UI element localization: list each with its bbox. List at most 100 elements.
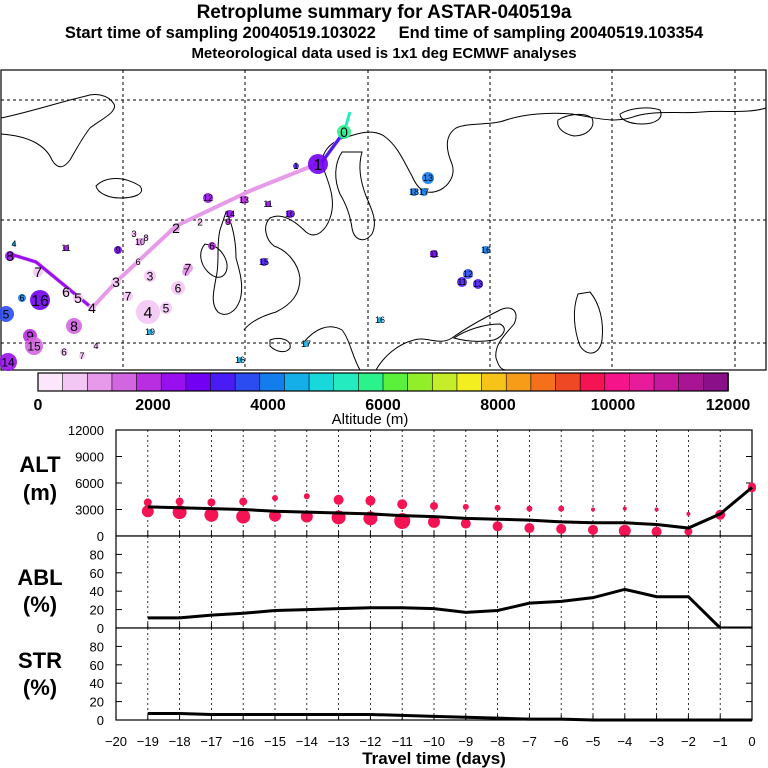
plume-cluster-marker xyxy=(240,196,248,204)
plume-day-label: 4 xyxy=(144,305,153,322)
colorbar-segment xyxy=(259,372,286,392)
plume-day-label: 1 xyxy=(314,157,323,174)
plume-cluster-marker xyxy=(79,353,85,359)
plume-cluster-marker xyxy=(197,219,203,225)
colorbar-segment xyxy=(358,372,384,392)
plume-cluster-marker xyxy=(63,245,69,251)
plume-day-label: 8 xyxy=(6,248,14,264)
cluster-point-upper xyxy=(175,497,184,506)
x-tick-label: −15 xyxy=(264,734,286,749)
plume-day-label: 6 xyxy=(19,293,24,303)
plume-day-label: 14 xyxy=(225,209,235,219)
plume-day-label: 13 xyxy=(423,173,433,183)
plume-day-label: 16 xyxy=(31,293,49,310)
colorbar-segment xyxy=(308,372,335,392)
plume-cluster-marker xyxy=(60,348,68,356)
cluster-point-lower xyxy=(684,527,693,536)
x-tick-label: −2 xyxy=(681,734,696,749)
panel-label: ABL xyxy=(17,565,62,590)
plume-cluster-marker xyxy=(136,300,160,324)
plume-cluster-marker xyxy=(73,293,83,303)
colorbar-segment xyxy=(703,372,729,392)
colorbar-segment xyxy=(111,372,138,392)
plume-cluster-marker xyxy=(25,337,43,355)
plume-cluster-marker xyxy=(463,269,473,279)
panel-label: ALT xyxy=(19,452,61,477)
plume-day-label: 3 xyxy=(131,229,136,239)
plume-day-label: 16 xyxy=(235,355,245,365)
met-data-line: Meteorological data used is 1x1 deg ECMW… xyxy=(191,45,577,62)
colorbar-tick-label: 6000 xyxy=(365,397,401,414)
cluster-point-lower xyxy=(204,507,219,522)
median-altitude-line xyxy=(147,486,753,530)
plume-day-label: 18 xyxy=(409,187,419,197)
cluster-point-upper xyxy=(239,497,248,506)
x-tick-label: −4 xyxy=(617,734,632,749)
plume-day-label: 9 xyxy=(26,328,34,344)
plume-day-label: 4 xyxy=(11,239,16,249)
plume-cluster-marker xyxy=(131,231,137,237)
plume-cluster-marker xyxy=(303,341,309,347)
time-series-panels: 030006000900012000ALT(m)020406080ABL(%)0… xyxy=(17,423,756,749)
plume-cluster-marker xyxy=(225,219,231,225)
plume-day-label: 6 xyxy=(61,348,67,359)
cluster-point-upper xyxy=(622,506,627,511)
y-tick-label: 60 xyxy=(90,658,104,673)
plume-cluster-marker xyxy=(337,125,351,139)
cluster-point-lower xyxy=(556,523,567,534)
cluster-point-upper xyxy=(333,494,344,505)
colorbar-tick-label: 8000 xyxy=(480,397,516,414)
colorbar-segment xyxy=(185,372,212,392)
cluster-point-lower xyxy=(618,524,631,537)
panel-alt: 0 3000 6000 9000 12000 ALT (m) xyxy=(19,423,756,544)
plume-cluster-marker xyxy=(66,318,82,334)
y-tick-label: 60 xyxy=(90,566,104,581)
cluster-point-upper xyxy=(430,501,438,510)
plume-cluster-marker xyxy=(114,246,122,254)
cluster-point-upper xyxy=(558,505,565,512)
plume-day-label: 6 xyxy=(209,242,215,253)
plume-cluster-marker xyxy=(308,154,328,174)
plume-cluster-marker xyxy=(111,277,121,287)
plume-cluster-marker xyxy=(0,306,14,322)
abl-fraction-line xyxy=(147,587,752,630)
x-tick-label: −12 xyxy=(359,734,381,749)
colorbar-segment xyxy=(653,372,680,392)
colorbar-tick-label: 12000 xyxy=(706,397,751,414)
x-tick-label: −7 xyxy=(522,734,537,749)
plume-cluster-marker xyxy=(260,258,268,266)
plume-cluster-marker xyxy=(18,294,26,302)
sampling-time-line: Start time of sampling 20040519.103022 E… xyxy=(64,24,704,42)
plume-cluster-marker xyxy=(144,270,156,282)
plume-cluster-marker xyxy=(482,246,490,254)
plume-cluster-marker xyxy=(0,353,17,371)
plume-cluster-marker xyxy=(265,201,271,207)
plume-day-label: 6 xyxy=(135,257,140,267)
plume-cluster-marker xyxy=(237,357,243,363)
plume-day-label: 2 xyxy=(172,220,180,236)
plume-day-label: 5 xyxy=(74,290,82,306)
plume-day-label: 9 xyxy=(225,217,230,227)
plume-day-label: 10 xyxy=(135,237,145,247)
plume-day-label: 0 xyxy=(340,124,348,140)
plume-day-label: 13 xyxy=(473,279,483,289)
plume-day-label: 8 xyxy=(143,233,148,243)
x-tick-label: −13 xyxy=(328,734,350,749)
x-tick-label: −14 xyxy=(296,734,318,749)
colorbar-segment xyxy=(333,372,360,392)
plume-day-label: 5 xyxy=(163,301,170,315)
plume-day-label: 9 xyxy=(115,245,120,255)
x-tick-label: −18 xyxy=(169,734,191,749)
plume-cluster-marker xyxy=(430,250,438,258)
plume-cluster-marker xyxy=(286,210,294,218)
plume-cluster-marker xyxy=(135,259,141,265)
plume-day-label: 3 xyxy=(112,274,120,290)
x-tick-label: −5 xyxy=(586,734,601,749)
plume-day-label: 10 xyxy=(285,209,295,219)
x-axis-label: Travel time (days) xyxy=(362,749,506,768)
colorbar-tick-label: 2000 xyxy=(135,397,171,414)
plume-cluster-marker xyxy=(147,329,153,335)
plume-day-label: 7 xyxy=(183,268,189,279)
str-fraction-line xyxy=(147,712,752,722)
